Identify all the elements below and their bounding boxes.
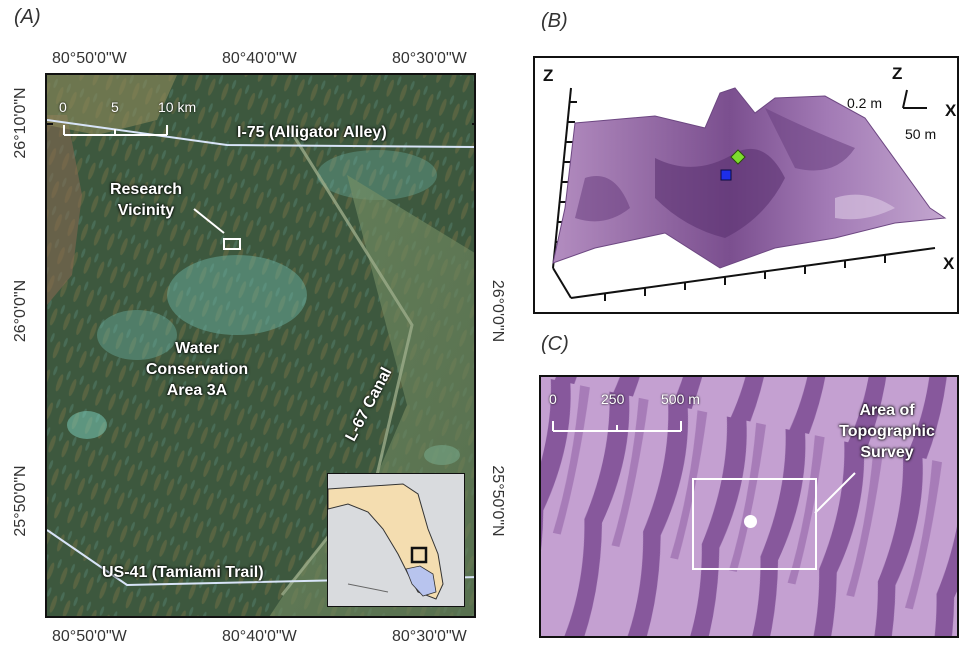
x-axis-label: X [943,254,955,273]
area-label-3: Area 3A [166,382,228,399]
terrain-3d [552,87,947,301]
top-coord-2: 80°40'0"W [222,50,297,67]
legend-horizontal-scale: 50 m [905,126,937,142]
area-label-1: Water [175,340,219,357]
right-coord-2: 25°50'0"N [489,465,506,537]
survey-point [744,515,757,528]
research-label-1: Research [109,181,183,198]
satellite-map: 0 5 10 km I-75 (Alligator Alley) Researc… [45,73,476,618]
satellite-imagery [47,75,474,616]
florida-inset-map [328,483,444,600]
panel-b-label: (B) [541,10,568,32]
scale-c-label-500: 500 m [661,391,700,407]
bottom-coord-2: 80°40'0"W [222,628,297,645]
panel-c-label: (C) [541,333,569,355]
survey-label-2: Topographic [839,423,935,440]
aerial-photo [541,377,957,636]
survey-label-1: Area of [859,402,915,419]
aerial-photo-frame: 0 250 500 m Area of Topographic Survey [539,375,959,638]
legend-x-label: X [945,101,957,120]
scale-c-label-250: 250 [601,391,625,407]
blue-marker [720,169,732,181]
legend-z-label: Z [892,64,903,83]
bottom-coord-3: 80°30'0"W [392,628,467,645]
panel-a-label: (A) [14,6,41,28]
survey-leader-line [814,472,856,514]
scale-a-label-10: 10 km [158,99,197,115]
green-marker [730,149,746,165]
right-coord-1: 26°0'0"N [489,279,506,343]
bottom-coord-1: 80°50'0"W [52,628,127,645]
florida-inset [327,473,465,607]
survey-area-box [692,478,817,570]
terrain-3d-frame: Z X Z X 0.2 m 50 m [533,56,959,314]
area-label-2: Conservation [145,361,249,378]
scale-a-label-5: 5 [111,99,119,115]
scale-bar-c [552,421,682,432]
research-leader-line [193,208,225,234]
scale-bar-a [63,125,168,136]
us41-label: US-41 (Tamiami Trail) [102,564,264,581]
legend-vertical-scale: 0.2 m [847,95,883,111]
left-coord-1: 26°10'0"N [12,87,29,159]
top-coord-1: 80°50'0"W [52,50,127,67]
research-box [223,238,241,250]
left-coord-2: 26°0'0"N [12,279,29,343]
scale-a-label-0: 0 [59,99,67,115]
scale-c-label-0: 0 [549,391,557,407]
top-coord-3: 80°30'0"W [392,50,467,67]
survey-label-3: Survey [860,444,914,461]
z-axis-label: Z [543,66,554,85]
x-ticks [604,255,886,301]
i75-label: I-75 (Alligator Alley) [237,124,387,141]
left-coord-3: 25°50'0"N [12,465,29,537]
research-label-2: Vicinity [117,202,175,219]
